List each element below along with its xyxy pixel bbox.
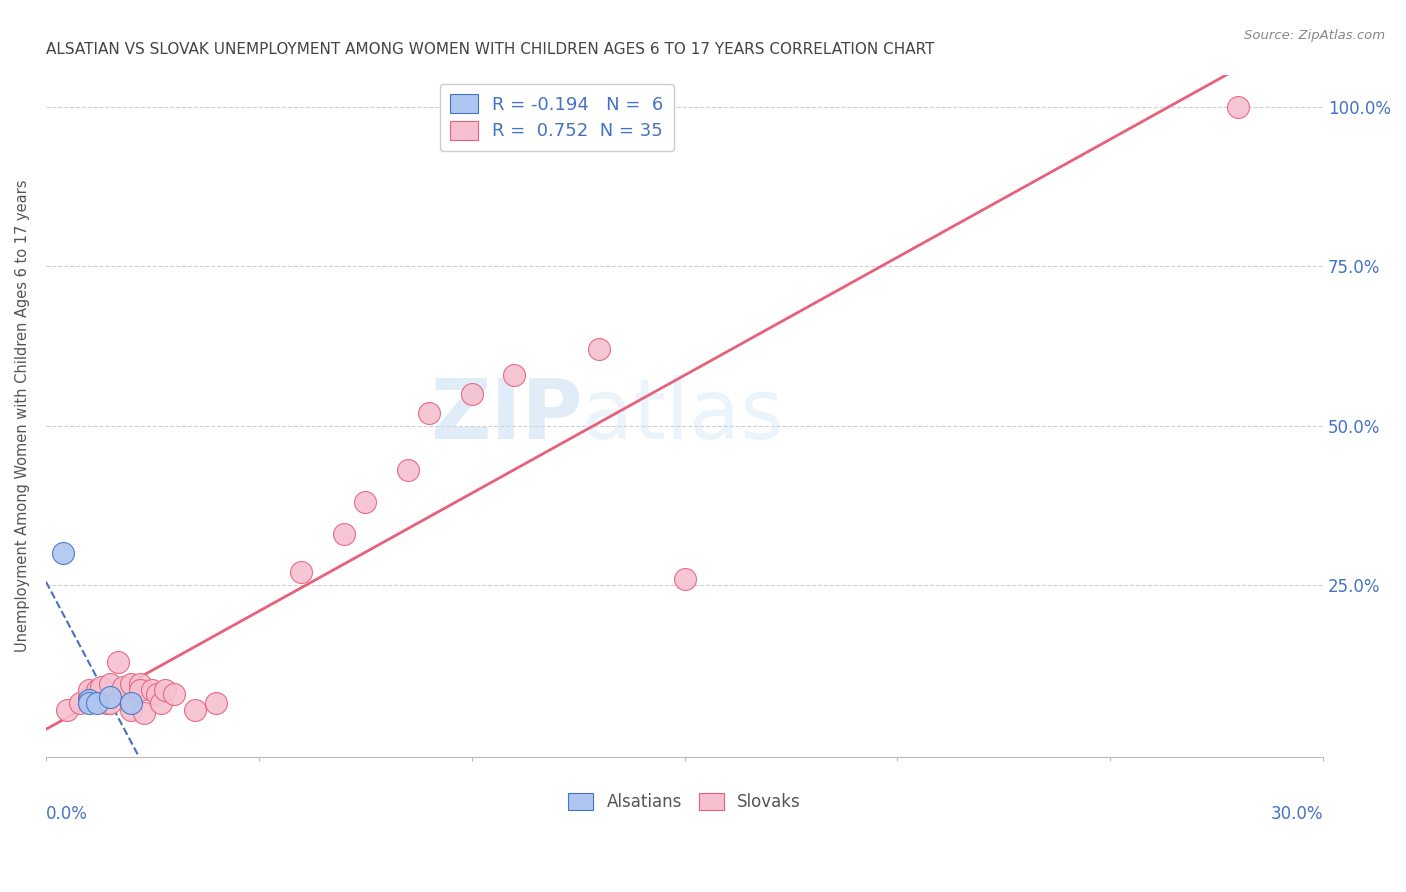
Point xyxy=(184,702,207,716)
Point xyxy=(69,696,91,710)
Point xyxy=(56,702,79,716)
Point xyxy=(205,696,228,710)
Point xyxy=(396,463,419,477)
Y-axis label: Unemployment Among Women with Children Ages 6 to 17 years: Unemployment Among Women with Children A… xyxy=(15,180,30,652)
Point xyxy=(77,696,100,710)
Point xyxy=(120,702,142,716)
Text: 30.0%: 30.0% xyxy=(1271,805,1323,823)
Point xyxy=(290,566,312,580)
Point xyxy=(77,693,100,707)
Text: 0.0%: 0.0% xyxy=(46,805,87,823)
Point xyxy=(128,683,150,698)
Legend: Alsatians, Slovaks: Alsatians, Slovaks xyxy=(561,786,807,817)
Point xyxy=(86,690,108,704)
Point xyxy=(503,368,526,382)
Text: ZIP: ZIP xyxy=(430,376,582,457)
Point xyxy=(128,677,150,691)
Point xyxy=(86,696,108,710)
Point xyxy=(52,546,75,560)
Point xyxy=(120,677,142,691)
Point xyxy=(107,655,129,669)
Point xyxy=(588,342,610,356)
Point xyxy=(86,683,108,698)
Point xyxy=(145,687,167,701)
Point xyxy=(163,687,186,701)
Text: ALSATIAN VS SLOVAK UNEMPLOYMENT AMONG WOMEN WITH CHILDREN AGES 6 TO 17 YEARS COR: ALSATIAN VS SLOVAK UNEMPLOYMENT AMONG WO… xyxy=(46,42,935,57)
Point xyxy=(460,386,482,401)
Point xyxy=(418,406,440,420)
Point xyxy=(111,680,134,694)
Point xyxy=(132,706,155,720)
Point xyxy=(1227,99,1250,113)
Point xyxy=(149,696,172,710)
Text: Source: ZipAtlas.com: Source: ZipAtlas.com xyxy=(1244,29,1385,42)
Point xyxy=(153,683,176,698)
Point xyxy=(333,527,356,541)
Point xyxy=(111,687,134,701)
Point xyxy=(77,683,100,698)
Point xyxy=(77,690,100,704)
Point xyxy=(98,677,121,691)
Point xyxy=(354,495,377,509)
Text: atlas: atlas xyxy=(582,376,785,457)
Point xyxy=(120,696,142,710)
Point xyxy=(90,680,112,694)
Point xyxy=(98,690,121,704)
Point xyxy=(673,572,696,586)
Point xyxy=(141,683,163,698)
Point xyxy=(98,696,121,710)
Point xyxy=(94,696,117,710)
